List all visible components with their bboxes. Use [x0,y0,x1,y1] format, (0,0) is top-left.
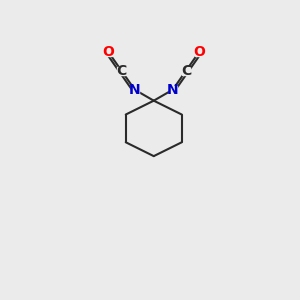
Text: C: C [116,64,127,78]
Text: N: N [167,83,178,97]
Text: C: C [181,64,191,78]
Text: O: O [102,45,114,59]
Text: N: N [129,83,141,97]
Text: O: O [193,45,205,59]
Bar [104,48,112,56]
Bar [130,85,139,94]
Bar [182,67,190,75]
Bar [169,85,177,94]
Bar [195,48,203,56]
Bar [117,67,126,75]
